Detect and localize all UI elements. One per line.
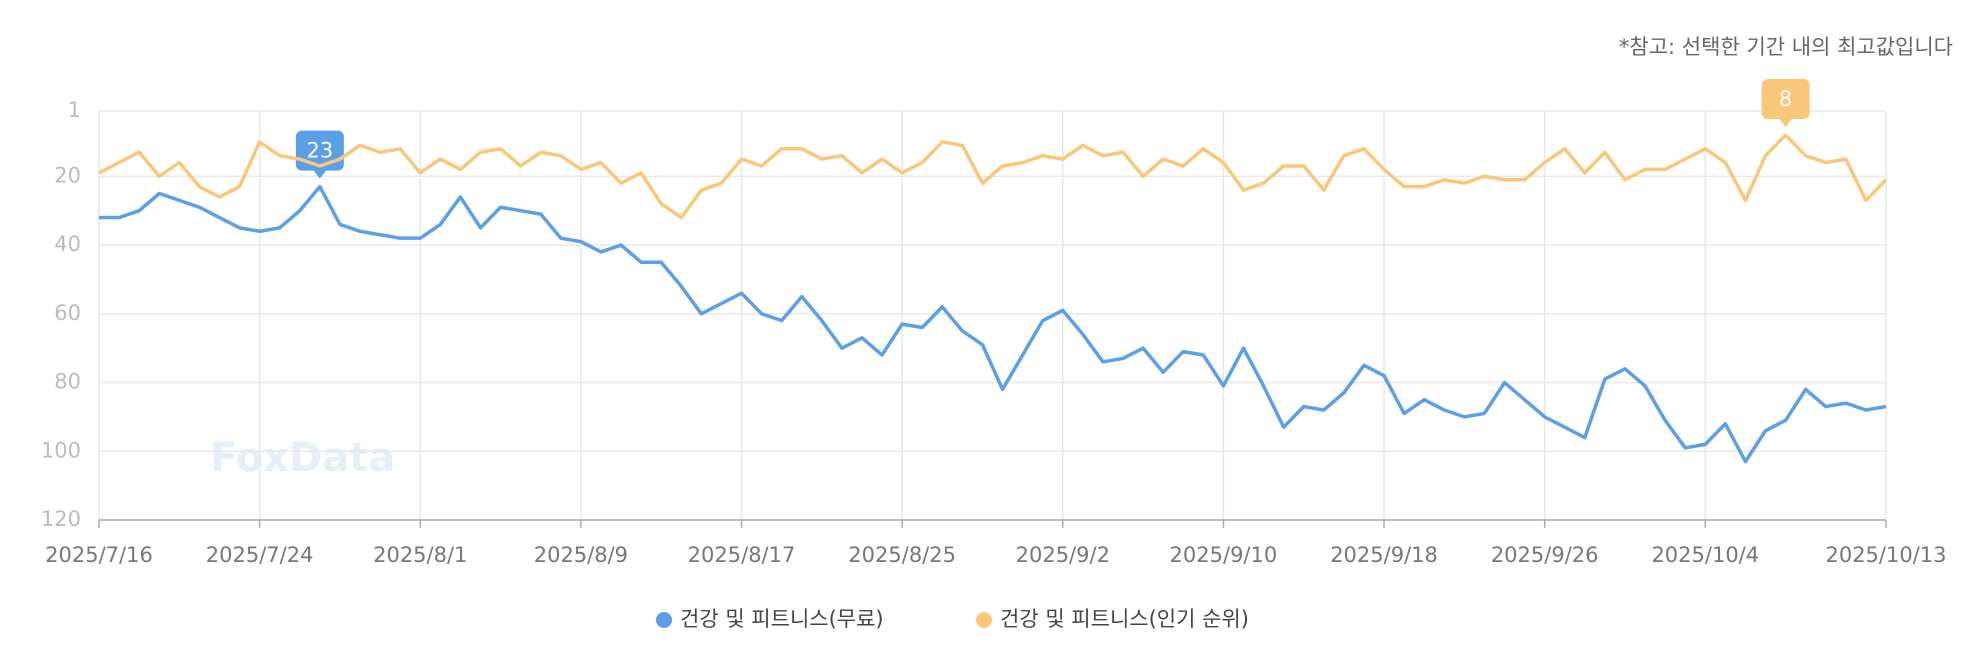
- callout-pointer: [312, 169, 327, 179]
- x-tick-label: 2025/8/17: [688, 543, 796, 567]
- legend-label: 건강 및 피트니스(인기 순위): [1000, 607, 1249, 631]
- x-tick-label: 2025/10/13: [1825, 543, 1946, 567]
- y-tick-label: 60: [54, 301, 81, 325]
- x-tick-label: 2025/9/2: [1016, 543, 1110, 567]
- legend-swatch: [656, 612, 672, 628]
- y-tick-label: 120: [41, 507, 81, 531]
- legend: 건강 및 피트니스(무료) 건강 및 피트니스(인기 순위): [656, 607, 1249, 631]
- y-tick-label: 40: [54, 232, 81, 256]
- x-tick-label: 2025/8/1: [373, 543, 467, 567]
- legend-swatch: [976, 612, 992, 628]
- y-tick-label: 100: [41, 438, 81, 462]
- x-tick-label: 2025/8/25: [848, 543, 956, 567]
- y-tick-label: 1: [68, 98, 81, 122]
- y-tick-label: 80: [54, 370, 81, 394]
- callout-box: [1761, 79, 1810, 120]
- peak-callout: 8: [1761, 79, 1810, 128]
- series-line: [99, 184, 1887, 464]
- legend-label: 건강 및 피트니스(무료): [680, 607, 884, 631]
- note: *참고: 선택한 기간 내의 최고값입니다: [1619, 35, 1953, 59]
- callout-label: 23: [306, 139, 333, 163]
- watermark: FoxData: [210, 435, 395, 481]
- x-tick-label: 2025/8/9: [534, 543, 628, 567]
- x-tick-label: 2025/9/18: [1330, 543, 1438, 567]
- x-tick-label: 2025/9/10: [1170, 543, 1278, 567]
- series-line: [98, 133, 1888, 220]
- x-tick-label: 2025/7/24: [206, 543, 314, 567]
- callout-pointer: [1778, 118, 1793, 128]
- y-tick-label: 20: [54, 163, 81, 187]
- peak-callout: 23: [295, 130, 344, 179]
- callout-label: 8: [1779, 87, 1792, 111]
- x-tick-label: 2025/10/4: [1651, 543, 1759, 567]
- x-tick-label: 2025/9/26: [1491, 543, 1599, 567]
- x-tick-label: 2025/7/16: [45, 543, 153, 567]
